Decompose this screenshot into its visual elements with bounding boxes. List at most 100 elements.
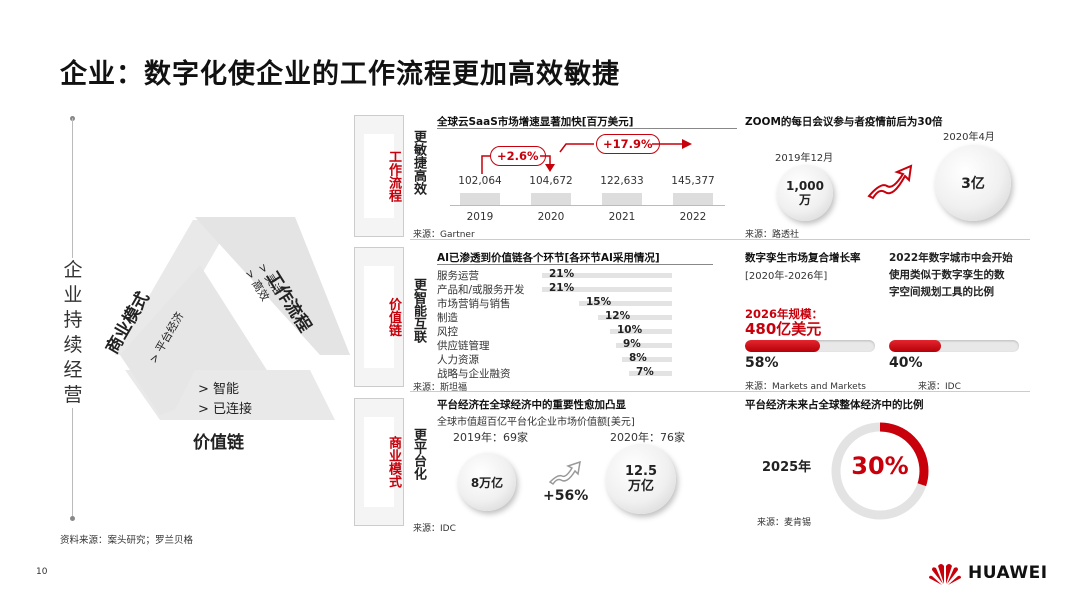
- twin-progress-bar: [745, 340, 875, 352]
- huawei-logo-icon: [929, 564, 961, 585]
- ai-title: AI已渗透到价值链各个环节[各环节AI采用情况]: [437, 252, 660, 264]
- twin-pct: 58%: [745, 355, 779, 371]
- ai-item-pct: 21%: [549, 268, 575, 280]
- business-item-1: > 平台经济: [146, 309, 187, 366]
- zoom-right-date: 2020年4月: [943, 132, 995, 143]
- row-label-workflow: 工作流程: [354, 115, 404, 237]
- saas-year-label: 2022: [679, 211, 707, 223]
- ai-item-pct: 7%: [636, 366, 654, 378]
- platform-right-circle: 12.5 万亿: [606, 444, 676, 514]
- ai-item-bar: [542, 287, 672, 292]
- zoom-title: ZOOM的每日会议参与者疫情前后为30倍: [745, 116, 943, 128]
- saas-year-label: 2019: [466, 211, 494, 223]
- ai-item-label: 战略与企业融资: [437, 368, 511, 380]
- value-title: 价值链: [193, 433, 244, 453]
- ai-item-bar: [629, 371, 672, 376]
- share-title: 平台经济未来占全球整体经济中的比例: [745, 399, 924, 411]
- ai-item-label: 产品和/或服务开发: [437, 284, 525, 296]
- platform-source: 来源：IDC: [413, 524, 456, 534]
- zoom-left-date: 2019年12月: [775, 153, 834, 164]
- saas-growth-pill-b: +17.9%: [596, 134, 660, 154]
- separator-2: [410, 391, 1030, 392]
- ai-item-bar: [616, 343, 672, 348]
- saas-value-label: 102,064: [458, 175, 502, 187]
- saas-axis: [450, 205, 725, 206]
- ai-item-label: 供应链管理: [437, 340, 490, 352]
- ai-item-bar: [579, 301, 672, 306]
- ai-item-pct: 15%: [586, 296, 612, 308]
- twin-period: [2020年-2026年]: [745, 271, 828, 282]
- page-title: 企业：数字化使企业的工作流程更加高效敏捷: [60, 59, 620, 90]
- city-progress-bar: [889, 340, 1019, 352]
- platform-right-year: 2020年：76家: [610, 431, 685, 444]
- page-number: 10: [36, 567, 48, 577]
- platform-left-circle: 8万亿: [458, 453, 516, 511]
- ai-item-label: 风控: [437, 326, 458, 338]
- twin-scale-label: 2026年规模：: [745, 307, 824, 321]
- row2-sub: 更智能互联: [411, 278, 426, 343]
- row-label-business-model: 商业模式: [354, 398, 404, 526]
- row3-sub: 更平台化: [411, 428, 426, 480]
- huawei-logo-text: HUAWEI: [968, 563, 1048, 583]
- ai-item-bar: [542, 273, 672, 278]
- ai-item-label: 市场营销与销售: [437, 298, 511, 310]
- twin-title: 数字孪生市场复合增长率: [745, 252, 861, 264]
- city-source: 来源：IDC: [918, 382, 961, 392]
- ai-item-bar: [610, 329, 672, 334]
- ai-source: 来源：斯坦福: [413, 383, 468, 393]
- saas-bar: [460, 193, 500, 205]
- line-bottom-dot: [70, 516, 75, 521]
- saas-year-label: 2021: [608, 211, 636, 223]
- ai-item-bar: [598, 315, 672, 320]
- triangle-labels: 工作流程 > 灵活 > 高效 商业模式 > 平台经济 > 智能 > 已连接 价值…: [102, 230, 353, 453]
- value-item-1: > 智能: [198, 382, 240, 397]
- twin-scale-value: 480亿美元: [745, 320, 822, 338]
- saas-source: 来源：Gartner: [413, 230, 475, 240]
- saas-bar: [531, 193, 571, 205]
- row1-sub: 更敏捷高效: [411, 130, 426, 195]
- saas-value-label: 104,672: [529, 175, 573, 187]
- twin-source: 来源：Markets and Markets: [745, 382, 866, 392]
- triangle-left-segment: [115, 220, 233, 355]
- city-title: 2022年数字城市中会开始 使用类似于数字孪生的数 字空间规划工具的比例: [889, 252, 1013, 298]
- platform-title: 平台经济在全球经济中的重要性愈加凸显: [437, 399, 626, 411]
- ai-item-label: 人力资源: [437, 354, 479, 366]
- side-label: 企业持续经营: [60, 258, 86, 408]
- growth-arrow-icon: [548, 460, 581, 486]
- business-title: 商业模式: [102, 288, 154, 358]
- saas-arrows: [481, 139, 692, 174]
- ai-item-pct: 9%: [623, 338, 641, 350]
- zoom-source: 来源：路透社: [745, 230, 800, 240]
- ai-item-bar: [622, 357, 672, 362]
- ai-item-pct: 8%: [629, 352, 647, 364]
- ai-item-pct: 10%: [617, 324, 643, 336]
- saas-chart: 102,064 2019 104,672 2020 122,633 2021 145,377…: [450, 135, 730, 230]
- ai-adoption-list: 服务运营 21% 产品和/或服务开发 21% 市场营销与销售 15% 制造 12% 风控 10% 供…: [437, 268, 717, 380]
- saas-value-label: 122,633: [600, 175, 644, 187]
- saas-bar: [673, 193, 713, 205]
- city-pct: 40%: [889, 355, 923, 371]
- ai-item-label: 服务运营: [437, 270, 479, 282]
- platform-subtitle: 全球市值超百亿平台化企业市场价值额[美元]: [437, 417, 635, 428]
- source-left: 资料来源：案头研究；罗兰贝格: [60, 535, 194, 546]
- share-pct: 30%: [851, 452, 909, 480]
- zoom-right-circle: 3亿: [935, 145, 1011, 221]
- row-label-value-chain: 价值链: [354, 247, 404, 387]
- saas-value-label: 145,377: [671, 175, 715, 187]
- separator-1: [410, 239, 1030, 240]
- ai-item-pct: 12%: [605, 310, 631, 322]
- value-item-2: > 已连接: [198, 402, 253, 417]
- share-source: 来源：麦肯锡: [757, 518, 812, 528]
- ai-item-pct: 21%: [549, 282, 575, 294]
- growth-arrow-icon: [867, 164, 913, 200]
- share-year: 2025年: [762, 460, 812, 475]
- platform-left-year: 2019年：69家: [453, 431, 528, 444]
- zoom-left-circle: 1,000 万: [777, 165, 833, 221]
- ai-item-label: 制造: [437, 312, 458, 324]
- saas-bar: [602, 193, 642, 205]
- saas-title: 全球云SaaS市场增速显著加快[百万美元]: [437, 116, 634, 128]
- share-ring: [831, 422, 929, 520]
- triangle-diagram: [115, 217, 350, 420]
- saas-year-label: 2020: [537, 211, 565, 223]
- platform-growth: +56%: [543, 488, 589, 504]
